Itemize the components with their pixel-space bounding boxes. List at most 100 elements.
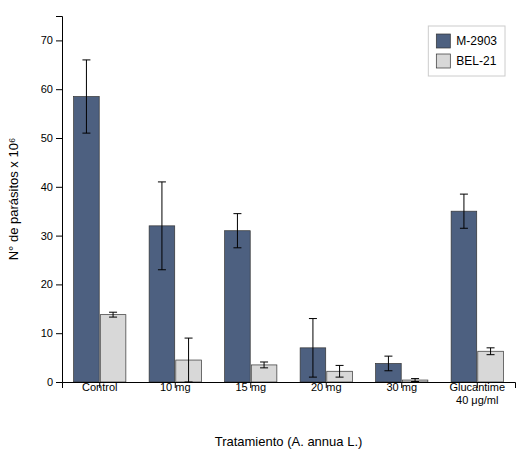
y-axis-title: N° de parásitos x 10⁶ [6,138,21,261]
bar [451,211,477,382]
bar [225,231,251,382]
error-bar-stem [490,348,491,355]
y-tick-label: 40 [41,181,53,193]
legend-box [428,26,505,76]
error-bar [309,319,317,378]
x-axis: Control 10 mg 15 mg 20 mg 30 mg Glucantime40 … [63,381,516,406]
error-bar-stem [388,356,389,371]
legend-label: BEL-21 [456,54,496,68]
x-tick-label-line: 20 mg [311,381,342,393]
error-bar-cap [309,377,317,378]
error-bar-cap [411,378,419,379]
series [100,312,503,382]
x-tick-label: 30 mg [386,381,417,393]
error-bar-stem [264,362,265,368]
error-bar-stem [312,319,313,378]
y-tick-mark [56,138,62,139]
bar [74,97,100,382]
error-bar-cap [487,354,495,355]
y-tick: 30 [41,230,62,242]
error-bar-stem [188,338,189,382]
y-tick-label: 0 [47,376,53,388]
error-bar [336,365,344,377]
y-tick-label: 10 [41,327,53,339]
legend-swatch [436,34,450,48]
y-tick: 70 [41,34,62,46]
legend: M-2903 BEL-21 [428,26,505,76]
legend-label: M-2903 [456,34,497,48]
error-bar-cap [460,228,468,229]
legend-item: M-2903 [436,34,497,48]
error-bar-cap [233,247,241,248]
x-tick-label-line: 30 mg [386,381,417,393]
error-bar-cap [82,133,90,134]
x-tick-label-line: 40 μg/ml [456,394,498,406]
x-tick-label: 15 mg [235,381,266,393]
error-bar [460,194,468,228]
y-axis-line [56,17,63,383]
error-bar [233,214,241,248]
y-axis: 0 10 20 30 40 50 60 70 [41,17,63,389]
error-bar [82,60,90,133]
error-bar-cap [260,367,268,368]
error-bar-cap [158,181,166,182]
error-bar-stem [161,182,162,270]
error-bar [158,182,166,270]
y-tick: 40 [41,181,62,193]
y-tick-label: 70 [41,34,53,46]
x-tick: Control [82,381,117,393]
error-bar-cap [336,377,344,378]
error-bar-cap [260,361,268,362]
y-tick: 20 [41,278,62,290]
x-tick: 30 mg [386,381,417,393]
y-tick-mark [56,89,62,90]
error-bar-cap [109,312,117,313]
y-tick-mark [56,284,62,285]
y-tick: 50 [41,132,62,144]
x-tick-label: Glucantime40 μg/ml [449,381,505,406]
x-tick-label-line: Control [82,381,117,393]
error-bar-cap [384,356,392,357]
error-bar [260,362,268,368]
error-bar-cap [487,347,495,348]
bar [478,351,504,382]
error-bar-cap [82,59,90,60]
error-bar-stem [237,214,238,248]
x-tick-label: 20 mg [311,381,342,393]
plot: 0 10 20 30 40 50 60 70 Control 10 mg 15 mg 20 mg 30 … [6,17,516,450]
x-tick-label-line: 10 mg [160,381,191,393]
x-axis-title: Tratamiento (A. annua L.) [215,434,363,449]
legend-item: BEL-21 [436,54,496,68]
x-tick: Glucantime40 μg/ml [449,381,505,406]
y-tick-label: 20 [41,278,53,290]
y-tick-mark [56,333,62,334]
legend-swatch [436,54,450,68]
error-bar-cap [336,365,344,366]
error-bar-cap [185,338,193,339]
bar [251,365,277,382]
y-tick: 0 [47,376,62,388]
error-bar [185,338,193,382]
y-tick: 10 [41,327,62,339]
x-tick: 15 mg [235,381,266,393]
error-bar-stem [463,194,464,228]
error-bar-cap [384,370,392,371]
error-bar-stem [339,365,340,377]
error-bar [109,312,117,317]
y-tick-label: 60 [41,83,53,95]
error-bar-stem [113,312,114,317]
y-tick-label: 50 [41,132,53,144]
x-tick-label-line: Glucantime [449,381,505,393]
error-bar [487,348,495,355]
x-tick-label-line: 15 mg [235,381,266,393]
y-tick-mark [56,236,62,237]
bar [100,315,126,382]
error-bar-cap [158,269,166,270]
chart: 0 10 20 30 40 50 60 70 Control 10 mg 15 mg 20 mg 30 … [0,0,531,462]
error-bar-cap [109,317,117,318]
error-bar-stem [86,60,87,133]
y-tick-mark [56,40,62,41]
error-bar [384,356,392,371]
y-tick-label: 30 [41,230,53,242]
error-bar-cap [233,213,241,214]
